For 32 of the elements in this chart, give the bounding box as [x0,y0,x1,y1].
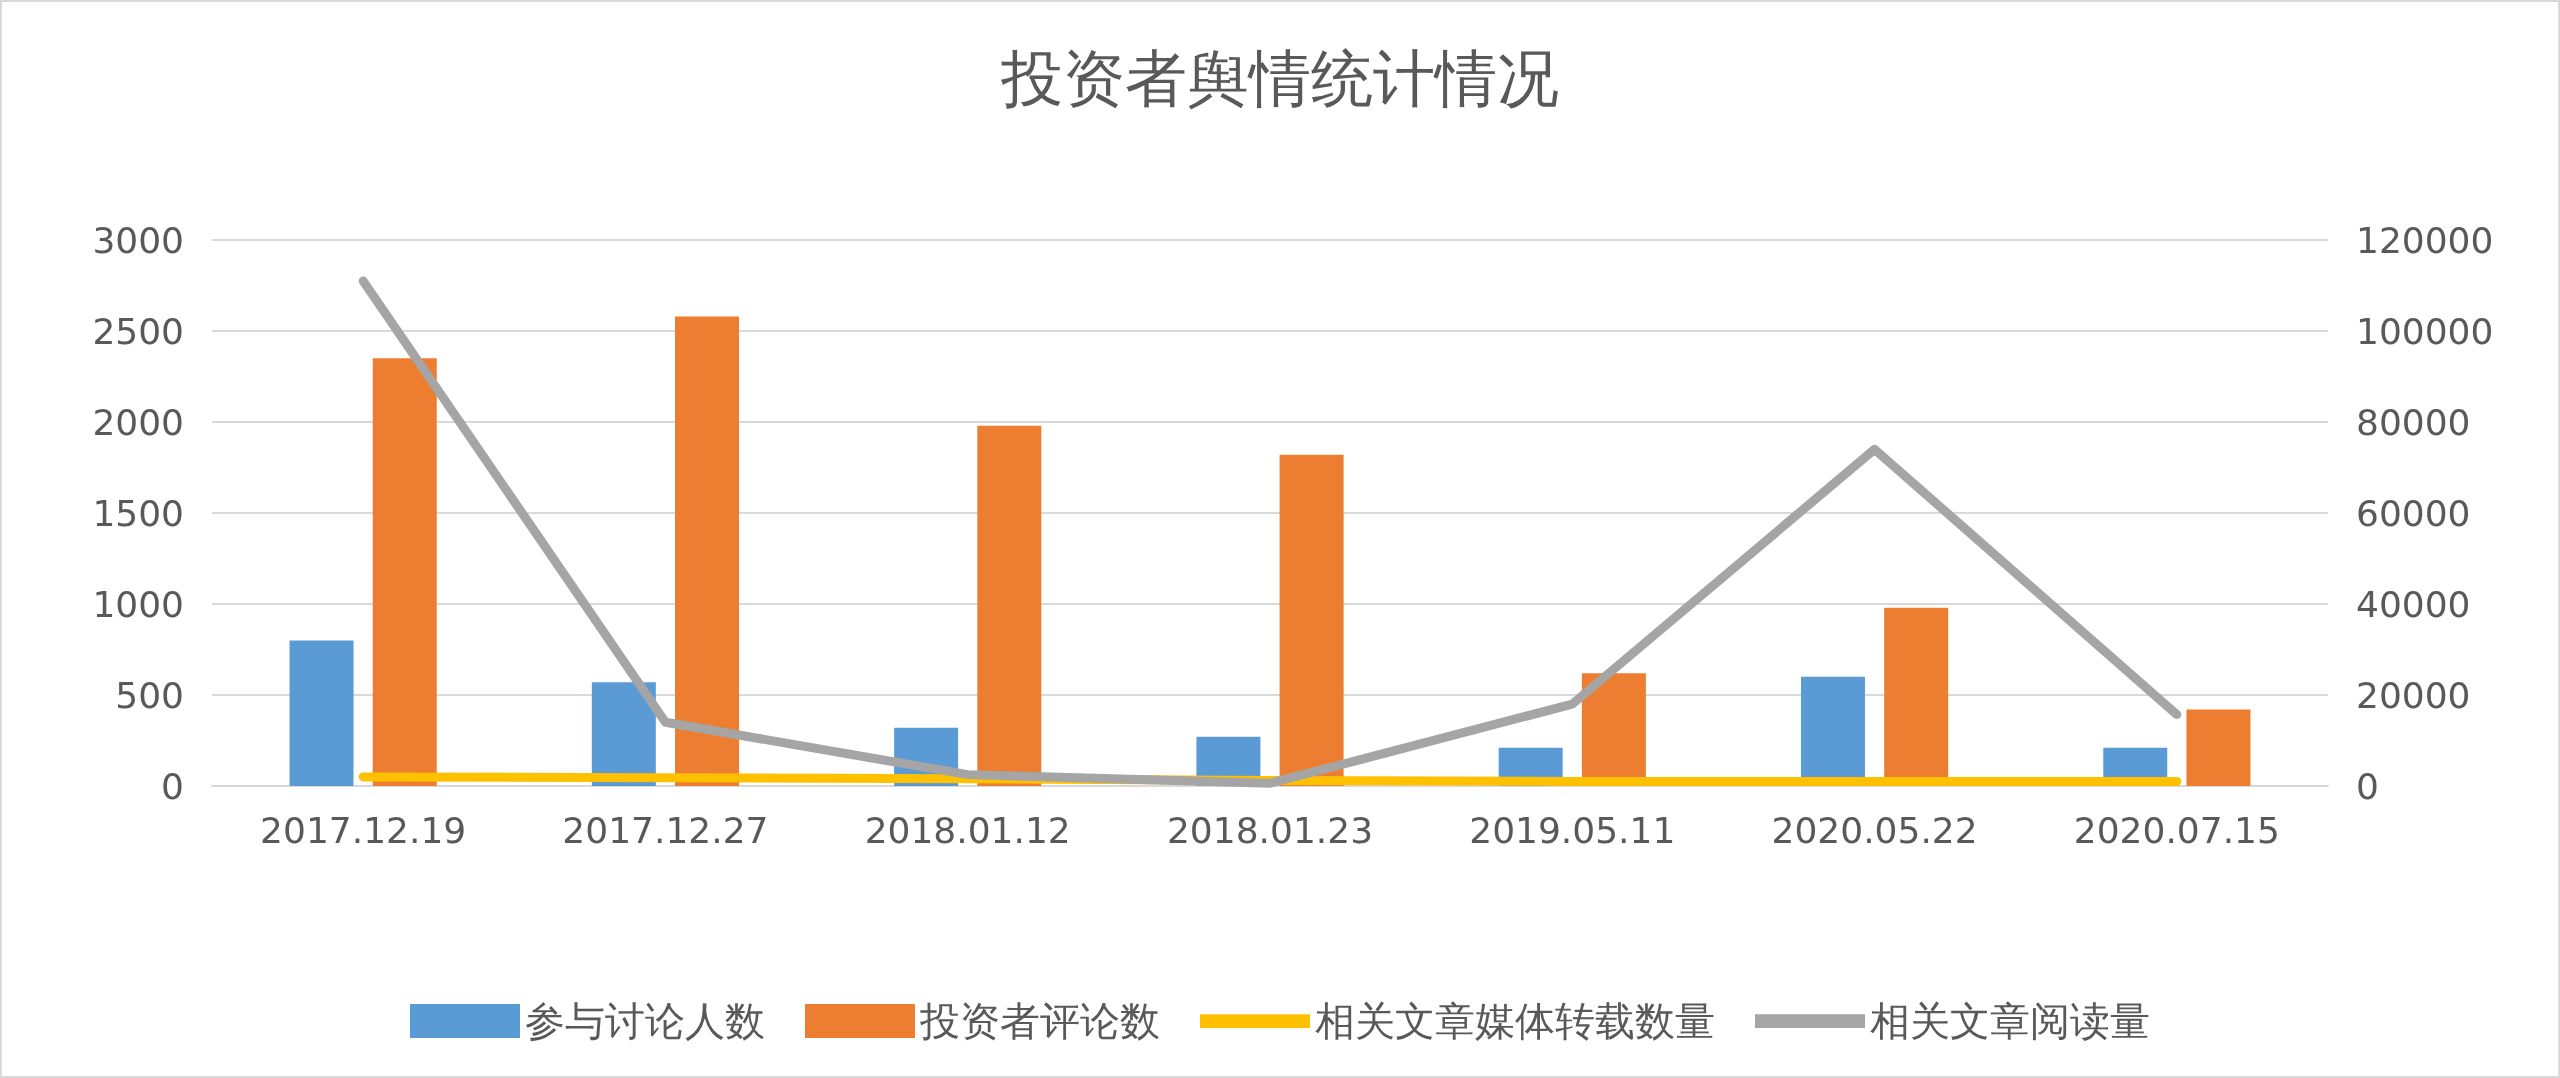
x-tick-label: 2018.01.12 [864,809,1071,851]
y2-tick-label: 20000 [2356,674,2471,716]
bar [2186,709,2251,786]
bar [289,640,354,786]
x-tick-label: 2018.01.23 [1166,809,1374,851]
y2-tick-label: 100000 [2356,310,2494,352]
y-tick-label: 3000 [92,219,184,261]
legend-label: 相关文章阅读量 [1870,998,2150,1044]
y-tick-label: 500 [115,674,184,716]
x-tick-label: 2020.05.22 [1771,809,1978,851]
y-tick-label: 0 [161,765,184,807]
y-tick-label: 1500 [92,492,184,534]
y-tick-label: 1000 [92,583,184,625]
y-tick-label: 2500 [92,310,184,352]
y2-tick-label: 60000 [2356,492,2471,534]
bar [977,425,1042,786]
bar [372,358,437,786]
y-tick-label: 2000 [92,401,184,443]
x-tick-label: 2017.12.19 [260,809,467,851]
chart-title: 投资者舆情统计情况 [1000,41,1559,115]
x-tick-label: 2019.05.11 [1469,809,1676,851]
bar [675,316,740,786]
x-tick-label: 2017.12.27 [562,809,769,851]
y2-tick-label: 80000 [2356,401,2471,443]
y2-tick-label: 40000 [2356,583,2471,625]
legend-label: 参与讨论人数 [525,998,765,1044]
y2-tick-label: 120000 [2356,219,2494,261]
x-tick-label: 2020.07.15 [2073,809,2280,851]
legend-label: 相关文章媒体转载数量 [1315,998,1715,1044]
y2-tick-label: 0 [2356,765,2379,807]
legend-label: 投资者评论数 [919,998,1160,1044]
bar [1279,454,1344,786]
